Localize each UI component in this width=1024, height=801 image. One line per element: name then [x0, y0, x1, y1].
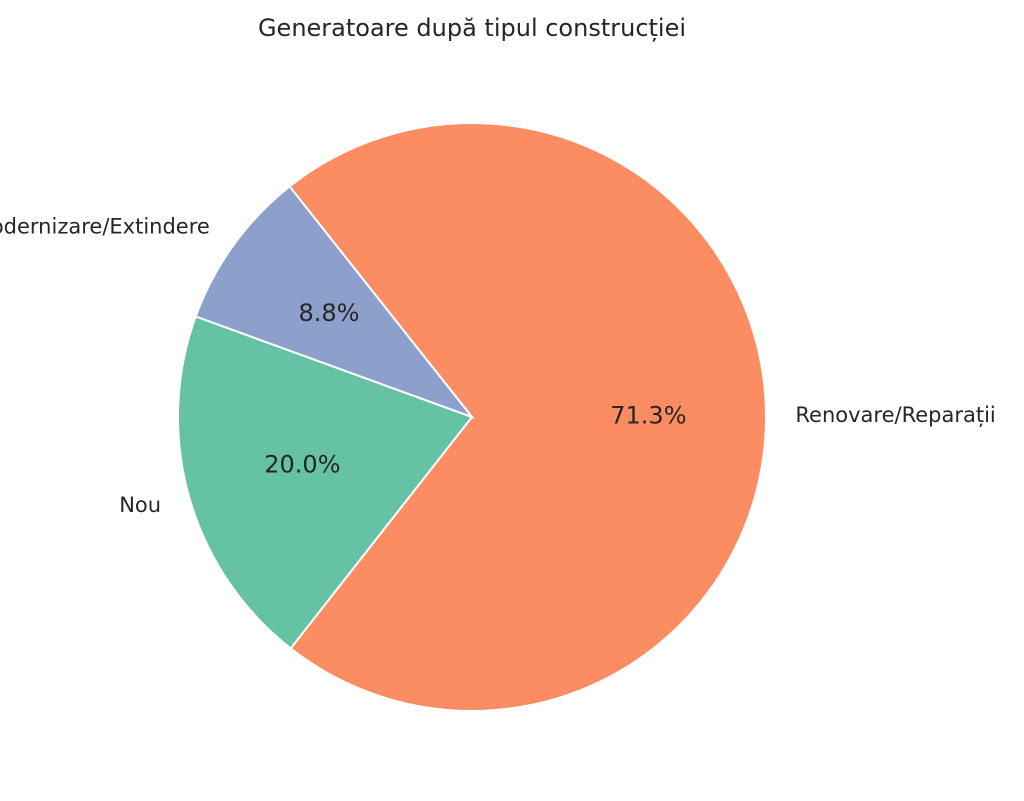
slice-label-renovare-reparatii: Renovare/Reparații: [795, 403, 995, 427]
slice-label-modernizare-extindere: Modernizare/Extindere: [0, 215, 210, 239]
pie-slice-nou: [177, 315, 474, 650]
pie-slice-renovare-reparatii: [288, 122, 767, 712]
pie-slices: [177, 122, 767, 712]
slice-label-nou: Nou: [119, 493, 161, 517]
chart-title: Generatoare după tipul construcției: [258, 14, 686, 42]
slice-percent-modernizare-extindere: 8.8%: [299, 299, 360, 327]
pie-slice-modernizare-extindere: [194, 185, 475, 420]
slice-percent-renovare-reparatii: 71.3%: [610, 402, 686, 430]
pie-labels: Nou 20.0% Renovare/Reparații 71.3% Moderniza…: [0, 215, 996, 517]
slice-percent-nou: 20.0%: [264, 451, 340, 479]
